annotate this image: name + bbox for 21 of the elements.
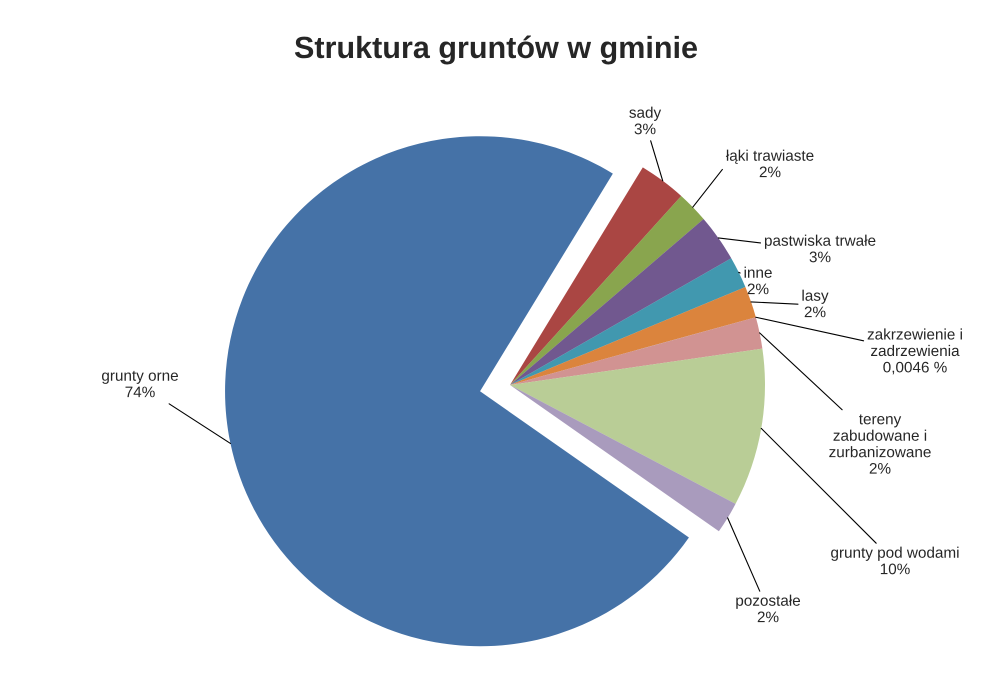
slice-label: pozostałe bbox=[736, 594, 800, 609]
data-label: 3% bbox=[810, 252, 830, 262]
data-label: 74% bbox=[125, 386, 155, 398]
slice-label: inne bbox=[744, 266, 772, 278]
slice-label: sady bbox=[629, 106, 662, 121]
data-label: 2% bbox=[748, 284, 768, 294]
data-label: 2% bbox=[758, 612, 778, 622]
data-label: 0,0046 % bbox=[883, 362, 947, 374]
slice-label: tereny zabudowane i zurbanizowane bbox=[829, 414, 931, 458]
data-label: 2% bbox=[760, 166, 780, 178]
slice-label: łąki trawiaste bbox=[726, 150, 814, 164]
chart-title: Struktura gruntów w gminie bbox=[294, 36, 697, 64]
data-label: 2% bbox=[870, 462, 890, 474]
data-label: 2% bbox=[804, 306, 826, 318]
slice-label: grunty pod wodami bbox=[831, 546, 959, 561]
slice-label: lasy bbox=[802, 290, 829, 304]
data-label: 10% bbox=[880, 564, 910, 574]
data-label: 3% bbox=[634, 124, 656, 134]
slice-label: zakrzewienie i zadrzewienia bbox=[868, 328, 962, 356]
slice-label: grunty orne bbox=[102, 370, 178, 384]
slice-label: pastwiska trwałe bbox=[764, 234, 876, 249]
